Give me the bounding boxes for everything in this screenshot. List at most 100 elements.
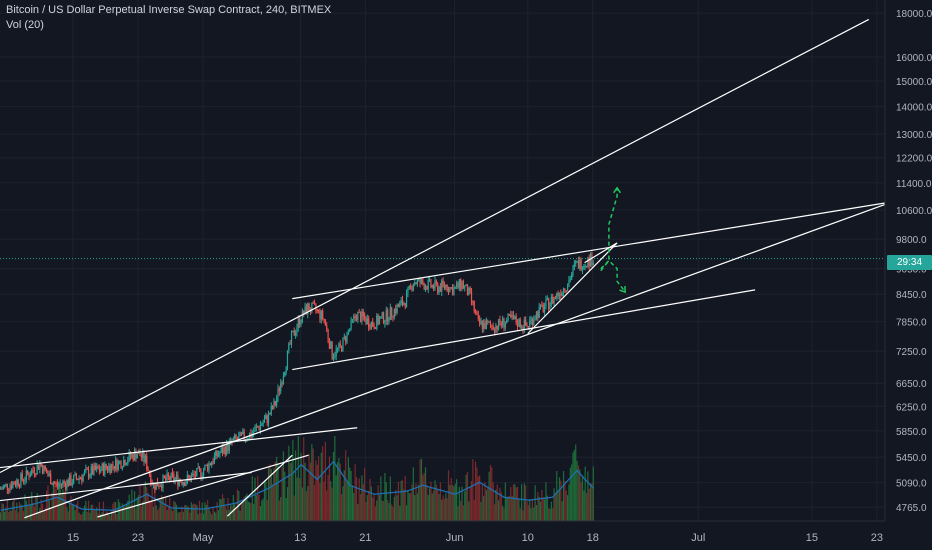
volume-bar — [358, 478, 360, 521]
trendline[interactable] — [527, 242, 618, 335]
volume-bar — [460, 500, 462, 521]
candle-body — [591, 253, 593, 266]
candle-body — [295, 333, 297, 336]
volume-bar — [569, 467, 571, 521]
volume-bar — [483, 496, 485, 521]
candle-body — [313, 302, 316, 305]
x-tick-label: May — [193, 532, 214, 544]
y-tick-label: 10600.0 — [896, 206, 932, 217]
volume-bar — [557, 490, 559, 521]
volume-bar — [303, 437, 305, 521]
last-price-tag: 29:34 — [887, 255, 932, 270]
candle-body — [384, 320, 386, 324]
volume-bar — [165, 496, 167, 521]
volume-bar — [200, 512, 202, 521]
candle-body — [458, 279, 460, 288]
candle-body — [285, 367, 287, 373]
candle-body — [271, 406, 274, 409]
volume-bar — [230, 503, 232, 521]
candle-body — [303, 310, 305, 315]
candle-body — [357, 312, 359, 321]
volume-bar — [361, 475, 363, 521]
candle-body — [331, 341, 333, 359]
volume-bar — [514, 484, 516, 521]
candle-body — [380, 316, 382, 319]
volume-bar — [182, 511, 184, 521]
candle-body — [163, 475, 165, 479]
volume-bar — [568, 484, 570, 521]
volume-bar — [265, 480, 267, 521]
y-tick-label: 12200.0 — [896, 154, 932, 165]
trendline[interactable] — [292, 289, 756, 371]
volume-bar — [32, 502, 34, 521]
candle-body — [127, 460, 129, 464]
candle-body — [359, 312, 362, 322]
candle-body — [87, 469, 90, 478]
candle-body — [240, 432, 243, 435]
volume-bar — [243, 496, 245, 521]
candle-body — [585, 265, 588, 268]
volume-bar — [231, 506, 233, 521]
candle-body — [474, 311, 477, 313]
candle-body — [562, 288, 565, 293]
volume-bar — [184, 505, 186, 521]
volume-bar — [289, 463, 291, 521]
candle-body — [71, 482, 73, 485]
volume-bar — [73, 504, 75, 521]
candle-body — [181, 481, 183, 485]
candle-body — [161, 485, 163, 489]
trendline[interactable] — [0, 427, 358, 469]
volume-bar — [100, 514, 102, 521]
candle-body — [156, 482, 159, 487]
volume-bar — [376, 500, 378, 521]
volume-bar — [414, 495, 416, 521]
trendline[interactable] — [584, 242, 618, 264]
volume-bar — [434, 480, 436, 521]
candle-body — [13, 482, 15, 485]
candle-body — [404, 303, 406, 308]
x-tick-label: 10 — [522, 532, 534, 544]
volume-ma-line — [0, 460, 594, 511]
candle-body — [125, 463, 128, 466]
trendline[interactable] — [24, 203, 886, 519]
volume-bar — [147, 493, 149, 521]
trendline[interactable] — [0, 471, 252, 502]
candle-body — [40, 463, 42, 466]
volume-bar — [102, 501, 105, 521]
candle-body — [93, 465, 95, 475]
trendline[interactable] — [97, 454, 309, 518]
candle-body — [537, 311, 539, 318]
volume-bar — [343, 470, 345, 521]
trendline[interactable] — [292, 202, 886, 300]
candle-body — [150, 474, 152, 484]
volume-bar — [347, 457, 349, 521]
volume-bar — [530, 508, 532, 521]
candle-body — [108, 465, 110, 471]
volume-bar — [583, 490, 585, 521]
volume-bar — [175, 504, 178, 521]
candle-body — [399, 302, 401, 307]
candle-body — [451, 287, 454, 295]
volume-bar — [267, 467, 270, 521]
candle-body — [453, 288, 455, 295]
trendline[interactable] — [226, 454, 293, 517]
volume-bar — [438, 494, 440, 521]
volume-bar — [374, 506, 377, 521]
volume-bar — [120, 508, 122, 521]
volume-bar — [527, 505, 529, 521]
volume-bar — [43, 511, 45, 521]
volume-bar — [262, 498, 264, 521]
candle-body — [64, 482, 67, 489]
candle-body — [133, 450, 136, 460]
candle-body — [110, 464, 113, 473]
volume-bar — [5, 507, 7, 521]
volume-bar — [16, 502, 18, 521]
volume-bar — [331, 487, 333, 521]
candle-body — [392, 316, 394, 318]
volume-bar — [117, 499, 119, 521]
trendline[interactable] — [0, 18, 870, 474]
volume-bar — [456, 479, 458, 521]
candle-body — [497, 319, 500, 330]
candle-body — [56, 483, 59, 486]
